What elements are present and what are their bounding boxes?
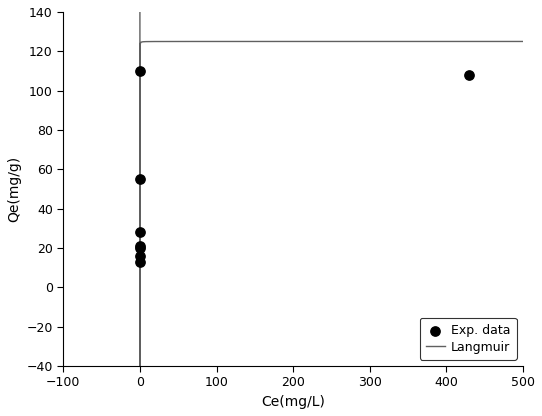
Langmuir — [137, 84, 143, 89]
Exp. data — [136, 229, 145, 235]
Exp. data — [136, 245, 145, 251]
Langmuir — [137, 41, 144, 46]
Y-axis label: Qe(mg/g): Qe(mg/g) — [7, 156, 21, 222]
Exp. data — [136, 176, 145, 183]
Langmuir — [137, 106, 143, 111]
Exp. data — [136, 253, 145, 259]
Legend: Exp. data, Langmuir: Exp. data, Langmuir — [420, 317, 517, 360]
Exp. data — [136, 243, 145, 250]
Langmuir — [137, 41, 144, 46]
Langmuir — [520, 39, 526, 44]
Langmuir — [440, 39, 447, 44]
Line: Langmuir: Langmuir — [140, 0, 523, 416]
X-axis label: Ce(mg/L): Ce(mg/L) — [261, 395, 325, 409]
Exp. data — [136, 258, 145, 265]
Exp. data — [465, 72, 474, 78]
Exp. data — [136, 68, 145, 74]
